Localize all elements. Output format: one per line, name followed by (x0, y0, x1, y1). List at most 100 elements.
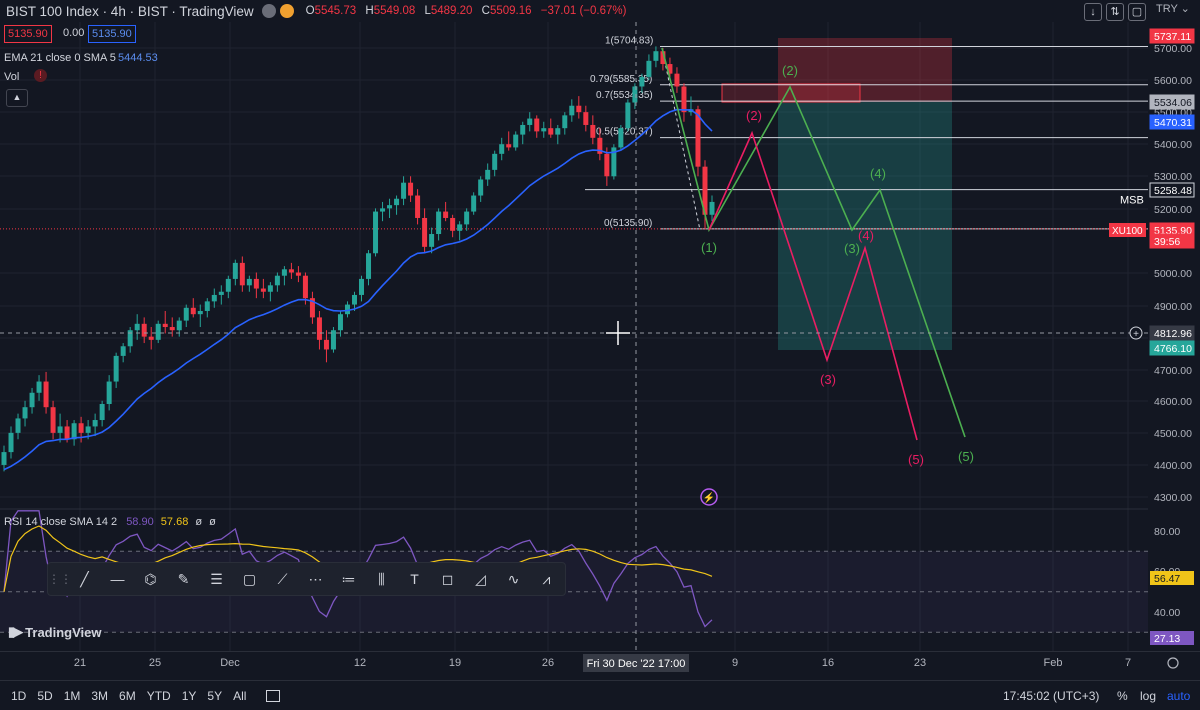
price-tick: 4700.00 (1154, 365, 1192, 377)
price-tag (1149, 182, 1195, 198)
calendar-icon[interactable] (266, 689, 281, 702)
price-tag-label: 5470.31 (1154, 117, 1192, 129)
candle-body (632, 86, 638, 103)
period-3m[interactable]: 3M (91, 688, 109, 703)
buy-price-box[interactable]: 5135.90 (88, 25, 136, 43)
ema-line (3, 108, 713, 471)
clock[interactable]: 17:45:02 (UTC+3) (1003, 688, 1100, 703)
time-axis: 21 25 Dec 12 19 26 9 16 23 Feb 7 Fri 30 Dec '22 17:… (74, 654, 1179, 672)
candle-body (323, 339, 329, 350)
volume-warning-icon[interactable]: ! (34, 69, 47, 82)
arrow-down-icon[interactable]: ↓ (1084, 3, 1102, 21)
arrows-icon[interactable]: ⇅ (1106, 3, 1124, 21)
period-1y[interactable]: 1Y (181, 688, 197, 703)
candle-body (183, 307, 189, 321)
period-5y[interactable]: 5Y (207, 688, 223, 703)
candle-body (134, 323, 140, 331)
path-icon[interactable]: ⌬ (144, 570, 157, 587)
candle-body (29, 392, 35, 408)
period-5d[interactable]: 5D (37, 688, 53, 703)
ohlc-key: C (481, 5, 490, 17)
horizontal-ray-icon[interactable]: — (110, 571, 125, 587)
add-alert-icon (1129, 326, 1143, 340)
rsi-ma-value: 57.68 (160, 516, 189, 528)
ohlc-key: L (424, 5, 431, 17)
tradingview-logo[interactable]: ▮▶ TradingView (8, 624, 102, 640)
arc-icon[interactable]: ◿ (475, 570, 486, 587)
abcd-pattern-icon[interactable]: ⩘ (542, 570, 551, 587)
auto-toggle[interactable]: auto (1167, 688, 1191, 703)
candle-body (373, 211, 379, 254)
wave-green-label: (5) (958, 449, 974, 464)
projection-icon[interactable]: ⋯ (308, 570, 323, 587)
lightning-icon: ⚡ (703, 491, 715, 504)
long-position-icon[interactable]: ⟋ (277, 570, 288, 587)
wave-green-label: (2) (782, 63, 798, 78)
ohlc-open: 5545.73 (314, 5, 357, 17)
candle-body (520, 124, 526, 135)
candle-body (78, 423, 84, 433)
candle-body (169, 327, 175, 331)
bottom-bar: 1D 5D 1M 3M 6M YTD 1Y 5Y All 17:45:02 (U… (0, 680, 1200, 710)
candle-body (155, 323, 161, 340)
trend-line-icon[interactable]: ╱ (80, 570, 89, 587)
ema-label[interactable]: EMA 21 close 0 SMA 5 (4, 52, 116, 64)
price-tag (1149, 340, 1195, 356)
fullscreen-icon[interactable]: ▢ (1128, 3, 1146, 21)
candle-body (499, 144, 505, 154)
price-tag (1149, 28, 1195, 44)
candle-body (660, 51, 666, 65)
price-tick: 5700.00 (1154, 43, 1192, 55)
candle-body (597, 137, 603, 154)
time-tick: 25 (149, 657, 161, 669)
period-all[interactable]: All (233, 688, 247, 703)
candle-body (422, 217, 428, 247)
msb-label: MSB (1120, 195, 1144, 207)
candle-body (246, 278, 252, 286)
wave-pink-label: (2) (746, 108, 762, 123)
candle-body (611, 147, 617, 177)
period-1m[interactable]: 1M (63, 688, 81, 703)
chevron-up-icon[interactable]: ▲ (6, 89, 28, 107)
price-tick: 4300.00 (1154, 492, 1192, 504)
bar-pattern-icon[interactable]: ⫼ (378, 570, 385, 587)
rectangle-icon[interactable]: ▢ (242, 570, 257, 587)
candle-body (492, 153, 498, 170)
note-icon[interactable]: ◻ (441, 570, 454, 587)
period-1d[interactable]: 1D (11, 688, 27, 703)
candle-body (260, 288, 266, 292)
percent-toggle[interactable]: % (1117, 688, 1128, 703)
candle-body (197, 310, 203, 315)
symbol-title[interactable]: BIST 100 Index · 4h · BIST · TradingView (6, 3, 254, 19)
rsi-tick: 40.00 (1154, 607, 1180, 619)
fib-retracement-icon[interactable]: ☰ (210, 570, 223, 587)
candle-body (106, 381, 112, 404)
drawing-toolbar: ⋮⋮ ╱ — ⌬ ✎ ☰ ▢ ⟋ ⋯ ≔ ⫼ T ◻ ◿ ∿ ⩘ (47, 562, 566, 596)
ohlc-close: 5509.16 (489, 5, 532, 17)
text-icon[interactable]: T (410, 571, 419, 587)
volume-label[interactable]: Vol (4, 71, 20, 83)
pitchfork-icon[interactable]: ≔ (341, 570, 356, 587)
elliott-wave-icon[interactable]: ∿ (507, 570, 520, 587)
brush-icon[interactable]: ✎ (177, 570, 190, 587)
sell-price-box[interactable]: 5135.90 (4, 25, 52, 43)
candle-body (337, 314, 343, 331)
candle-body (148, 336, 154, 340)
period-ytd[interactable]: YTD (146, 688, 171, 703)
price-tick: 4900.00 (1154, 301, 1192, 313)
time-tick: 7 (1125, 657, 1131, 669)
candle-body (429, 234, 435, 247)
grip-icon[interactable]: ⋮⋮ (48, 572, 72, 586)
rsi-ma-tag-label: 56.47 (1154, 573, 1180, 585)
rsi-upper-band: ø (195, 516, 203, 528)
time-tick: 12 (354, 657, 366, 669)
candle-body (625, 102, 631, 129)
currency-selector[interactable]: TRY ⌄ (1156, 3, 1190, 15)
rsi-legend[interactable]: RSI 14 close SMA 14 2 58.90 57.68 ø ø (4, 516, 216, 528)
candle-body (204, 301, 210, 311)
candle-body (618, 128, 624, 148)
price-tick: 5600.00 (1154, 75, 1192, 87)
log-toggle[interactable]: log (1140, 688, 1157, 703)
period-6m[interactable]: 6M (119, 688, 136, 703)
